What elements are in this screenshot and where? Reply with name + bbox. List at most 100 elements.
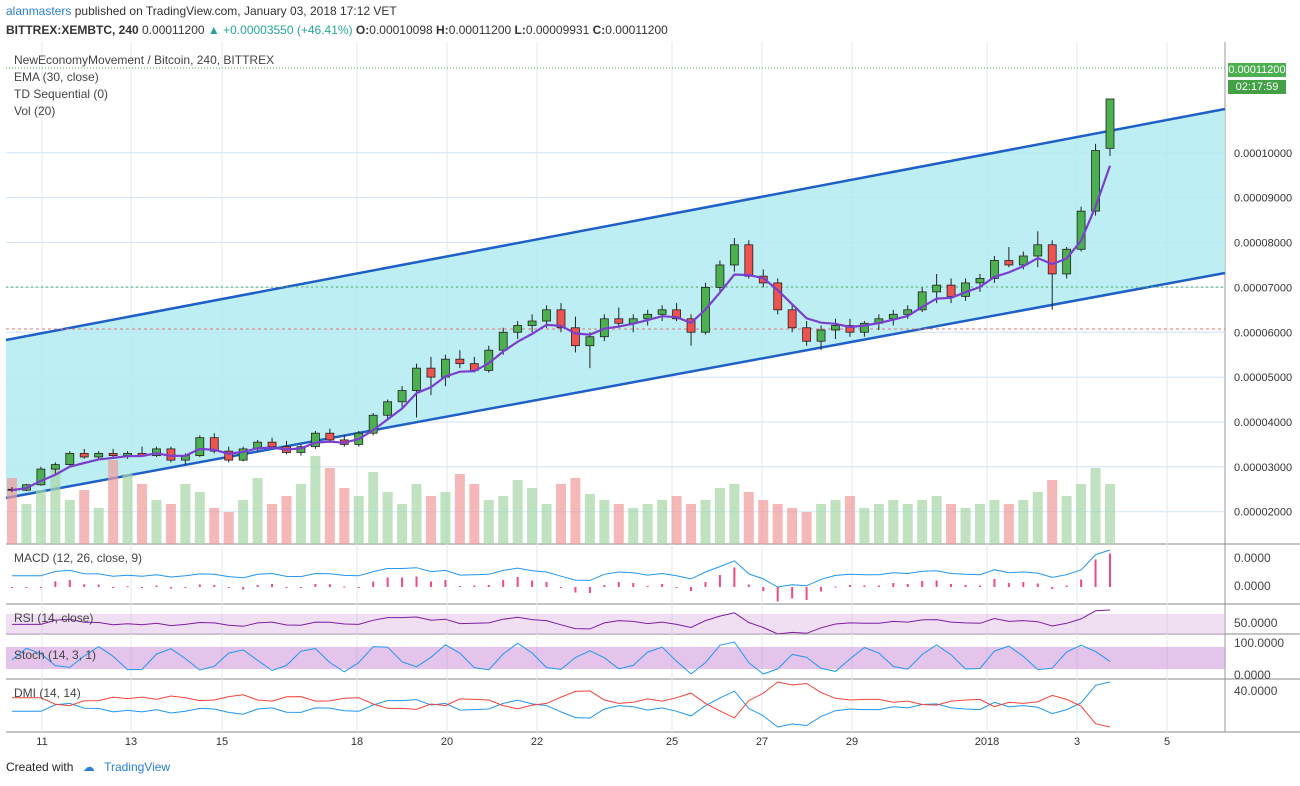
volume-bar [1003,504,1014,544]
macd-histogram-bar [458,586,461,587]
author-link[interactable]: alanmasters [6,4,72,18]
candle-body [657,309,667,315]
ema-legend[interactable]: EMA (30, close) [14,70,99,84]
candle-body [903,309,913,315]
candle-body [325,432,335,441]
bar-countdown: 02:17:59 [1228,80,1286,94]
footer: Created with ☁ TradingView [6,760,170,774]
macd-tick-2: 0.0000 [1234,579,1271,593]
x-tick-label: 29 [846,736,858,748]
chart-title: NewEconomyMovement / Bitcoin, 240, BITTR… [14,53,275,67]
macd-histogram-bar [877,585,880,587]
volume-bar [873,504,884,544]
macd-histogram-bar [11,587,13,588]
symbol-label: BITTREX:XEMBTC, 240 [6,23,139,37]
candle-body [36,468,46,486]
volume-bar [989,500,1000,544]
volume-bar [411,484,422,544]
volume-bar [946,504,957,544]
macd-histogram-bar [776,587,779,602]
macd-histogram-bar [83,584,86,587]
candle-body [1004,260,1014,266]
macd-histogram-bar [1036,583,1039,587]
volume-bar [1061,496,1072,544]
candle-body [1105,98,1115,149]
macd-histogram-bar [141,587,144,588]
candle-body [773,282,783,311]
macd-histogram-bar [68,580,71,587]
candle-body [498,331,508,351]
volume-bar [353,496,364,544]
macd-histogram-bar [357,587,360,588]
dmi-label[interactable]: DMI (14, 14) [14,686,81,700]
macd-histogram-bar [718,575,721,587]
rsi-label[interactable]: RSI (14, close) [14,611,94,625]
macd-label[interactable]: MACD (12, 26, close, 9) [14,551,143,565]
macd-line [12,549,1111,588]
candle-body [310,432,320,448]
volume-bar [267,504,278,544]
vol-legend[interactable]: Vol (20) [14,104,56,118]
stoch-band [6,647,1225,669]
volume-bar [137,484,148,544]
open-label: O: [355,23,370,37]
volume-bar [122,474,133,544]
candle-body [729,244,739,266]
macd-histogram-bar [574,587,577,593]
macd-histogram-bar [184,587,187,588]
macd-histogram-bar [54,581,57,587]
price-axis: 0.000112000.000100000.000090000.00008000… [1234,148,1292,519]
volume-bar [93,508,104,544]
macd-histogram-bar [848,585,851,587]
macd-histogram-bar [1051,587,1054,589]
macd-histogram-bar [386,577,389,587]
macd-histogram-bar [791,587,794,599]
volume-bar [599,500,610,544]
stoch-label[interactable]: Stoch (14, 3, 1) [14,648,97,662]
open-value: 0.00010098 [369,23,433,37]
candle-body [79,452,89,458]
td-legend[interactable]: TD Sequential (0) [14,87,109,101]
candle-body [513,325,523,333]
ema-line [11,165,1112,492]
y-tick-label: 0.00007000 [1234,282,1292,294]
macd-histogram-bar [531,580,534,587]
volume-bar [917,500,928,544]
volume-bar [35,490,46,544]
candle-body [975,278,985,284]
macd-histogram-bar [690,587,693,591]
time-axis: 11 13 15 18 20 22 25 27 29 2018 3 5 [36,736,1170,748]
chart-canvas[interactable]: 0.00011200 0.00010000 0.00009000 0.00008000… [0,42,1300,754]
volume-bar [223,512,234,544]
macd-histogram-bar [429,581,432,587]
x-tick-label: 13 [125,736,137,748]
tradingview-link[interactable]: TradingView [104,760,171,774]
macd-histogram-bar [126,586,129,588]
x-tick-label: 15 [216,736,228,748]
candle-body [412,367,421,391]
macd-histogram-bar [921,581,924,587]
dmi-plus-line [12,681,1111,728]
macd-histogram-bar [97,584,100,587]
volume-bar [454,474,465,544]
volume-bar [180,484,191,544]
macd-histogram-bar [863,585,866,587]
publish-info: alanmasters published on TradingView.com… [6,4,397,18]
macd-histogram-bar [1065,585,1068,587]
rsi-line [12,609,1111,635]
high-label: H: [436,23,449,37]
candle-body [917,291,927,311]
macd-histogram-bar [328,584,331,587]
macd-histogram-bar [256,585,259,587]
y-tick-label: 0.00003000 [1234,462,1292,474]
candle-body [426,367,436,378]
x-tick-label: 20 [441,736,453,748]
macd-histogram-bar [820,587,823,592]
volume-bar [714,488,725,544]
candle-body [831,325,840,331]
candle-body [946,284,956,297]
candle-body [1033,244,1043,257]
macd-histogram-bar [805,587,808,600]
candle-body [368,414,378,434]
volume-bar [584,494,595,544]
